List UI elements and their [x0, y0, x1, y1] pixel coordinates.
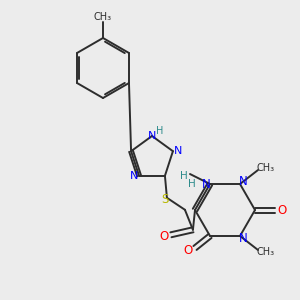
Text: S: S [161, 193, 169, 206]
Text: CH₃: CH₃ [257, 163, 275, 173]
Text: N: N [238, 232, 247, 245]
Text: O: O [159, 230, 169, 243]
Text: O: O [278, 203, 286, 217]
Text: N: N [174, 146, 182, 156]
Text: O: O [183, 244, 193, 257]
Text: CH₃: CH₃ [257, 247, 275, 257]
Text: N: N [238, 175, 247, 188]
Text: H: H [156, 126, 164, 136]
Text: N: N [130, 171, 138, 181]
Text: N: N [148, 131, 156, 141]
Text: N: N [202, 178, 210, 190]
Text: H: H [180, 171, 188, 181]
Text: CH₃: CH₃ [94, 12, 112, 22]
Text: H: H [188, 179, 196, 189]
